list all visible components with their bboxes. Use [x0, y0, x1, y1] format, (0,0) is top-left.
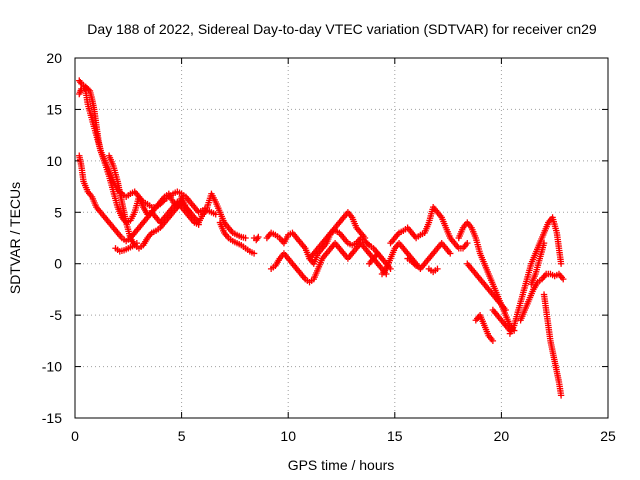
data-point	[77, 78, 84, 86]
y-tick-label: 10	[46, 153, 62, 169]
data-point	[212, 211, 219, 218]
data-point	[242, 234, 249, 242]
axis-ticks	[74, 57, 609, 419]
series-track-14	[425, 265, 441, 276]
data-point	[254, 235, 261, 242]
y-axis-label: SDTVAR / TECUs	[7, 182, 23, 294]
data-point	[411, 261, 418, 268]
series-track-20	[506, 214, 565, 337]
data-point	[447, 250, 454, 257]
data-marks	[76, 77, 567, 399]
grid	[75, 58, 608, 418]
y-tick-label: 5	[54, 204, 62, 220]
data-point	[250, 250, 258, 257]
series-track-19	[489, 306, 514, 334]
series-track-5	[112, 239, 141, 255]
data-point	[502, 306, 509, 314]
series-track-4	[105, 152, 194, 252]
series-track-6	[216, 219, 258, 257]
data-point	[387, 265, 394, 273]
y-tick-label: 15	[46, 101, 62, 117]
tick-labels: 0 5 10 15 20 25 -15 -10 -5 0 5 10 15 20	[42, 50, 616, 444]
data-point	[434, 265, 441, 273]
y-tick-label: 20	[46, 50, 62, 66]
plot-frame	[74, 57, 609, 419]
x-axis-label: GPS time / hours	[288, 457, 395, 473]
series-track-23	[528, 239, 548, 288]
data-point	[133, 239, 141, 247]
series-track-22	[540, 291, 565, 399]
data-point	[364, 240, 371, 248]
data-point	[489, 337, 497, 345]
x-tick-label: 10	[280, 428, 296, 444]
x-tick-label: 15	[387, 428, 403, 444]
data-point	[557, 260, 565, 267]
x-tick-label: 20	[494, 428, 510, 444]
series-track-7	[250, 233, 262, 244]
x-tick-label: 25	[600, 428, 616, 444]
y-tick-label: 0	[54, 256, 62, 272]
y-tick-label: -5	[50, 307, 63, 323]
data-point	[560, 275, 567, 283]
series-track-17	[464, 260, 509, 314]
x-tick-label: 5	[178, 428, 186, 444]
data-point	[255, 233, 262, 241]
data-point	[412, 262, 420, 269]
x-tick-label: 0	[71, 428, 79, 444]
series-track-13	[366, 250, 394, 273]
series-track-15	[404, 255, 420, 269]
y-tick-label: -15	[42, 410, 62, 426]
y-tick-label: -10	[42, 359, 62, 375]
data-point	[464, 239, 471, 247]
data-point	[540, 239, 548, 247]
data-point	[195, 221, 202, 228]
series-track-21	[517, 270, 567, 324]
series-track-16	[455, 219, 518, 334]
series-track-12	[387, 203, 471, 252]
series-track-18	[472, 311, 497, 345]
data-point	[557, 392, 565, 399]
chart-title: Day 188 of 2022, Sidereal Day-to-day VTE…	[87, 21, 597, 37]
data-point	[186, 209, 194, 216]
data-point	[85, 86, 92, 93]
